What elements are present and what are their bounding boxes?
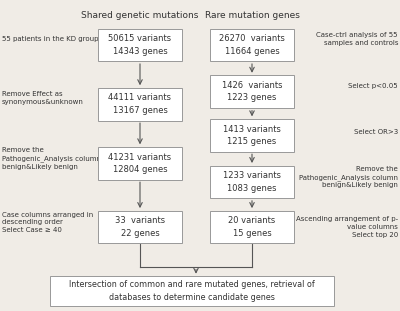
FancyBboxPatch shape bbox=[210, 165, 294, 198]
FancyBboxPatch shape bbox=[210, 119, 294, 152]
Text: 1413 variants
1215 genes: 1413 variants 1215 genes bbox=[223, 124, 281, 146]
FancyBboxPatch shape bbox=[98, 211, 182, 243]
Text: Ascending arrangement of p-
value columns
Select top 20: Ascending arrangement of p- value column… bbox=[296, 216, 398, 238]
Text: Case columns arranged in
descending order
Select Case ≥ 40: Case columns arranged in descending orde… bbox=[2, 211, 93, 233]
Text: 41231 variants
12804 genes: 41231 variants 12804 genes bbox=[108, 152, 172, 174]
FancyBboxPatch shape bbox=[210, 29, 294, 62]
Text: 44111 variants
13167 genes: 44111 variants 13167 genes bbox=[108, 93, 172, 115]
Text: Select p<0.05: Select p<0.05 bbox=[348, 82, 398, 89]
Text: 1233 variants
1083 genes: 1233 variants 1083 genes bbox=[223, 171, 281, 193]
Text: Remove Effect as
synonymous&unknown: Remove Effect as synonymous&unknown bbox=[2, 91, 84, 105]
Text: 33  variants
22 genes: 33 variants 22 genes bbox=[115, 216, 165, 238]
FancyBboxPatch shape bbox=[98, 147, 182, 179]
FancyBboxPatch shape bbox=[98, 88, 182, 120]
Text: Case-ctrl analysis of 55
samples and controls: Case-ctrl analysis of 55 samples and con… bbox=[316, 32, 398, 46]
Text: Rare mutation genes: Rare mutation genes bbox=[204, 11, 300, 20]
Text: 1426  variants
1223 genes: 1426 variants 1223 genes bbox=[222, 81, 282, 103]
FancyBboxPatch shape bbox=[210, 211, 294, 243]
Text: Select OR>3: Select OR>3 bbox=[354, 129, 398, 135]
Text: Remove the
Pathogenic_Analysis column
benign&Likely benign: Remove the Pathogenic_Analysis column be… bbox=[2, 147, 101, 170]
FancyBboxPatch shape bbox=[210, 76, 294, 108]
Text: 26270  variants
11664 genes: 26270 variants 11664 genes bbox=[219, 34, 285, 56]
Text: Shared genetic mutations: Shared genetic mutations bbox=[81, 11, 199, 20]
Text: Intersection of common and rare mutated genes, retrieval of
databases to determi: Intersection of common and rare mutated … bbox=[69, 280, 315, 302]
FancyBboxPatch shape bbox=[50, 276, 334, 305]
Text: 20 variants
15 genes: 20 variants 15 genes bbox=[228, 216, 276, 238]
FancyBboxPatch shape bbox=[98, 29, 182, 62]
Text: Remove the
Pathogenic_Analysis column
benign&Likely benign: Remove the Pathogenic_Analysis column be… bbox=[299, 166, 398, 188]
Text: 55 patients in the KD group: 55 patients in the KD group bbox=[2, 36, 98, 42]
Text: 50615 variants
14343 genes: 50615 variants 14343 genes bbox=[108, 34, 172, 56]
